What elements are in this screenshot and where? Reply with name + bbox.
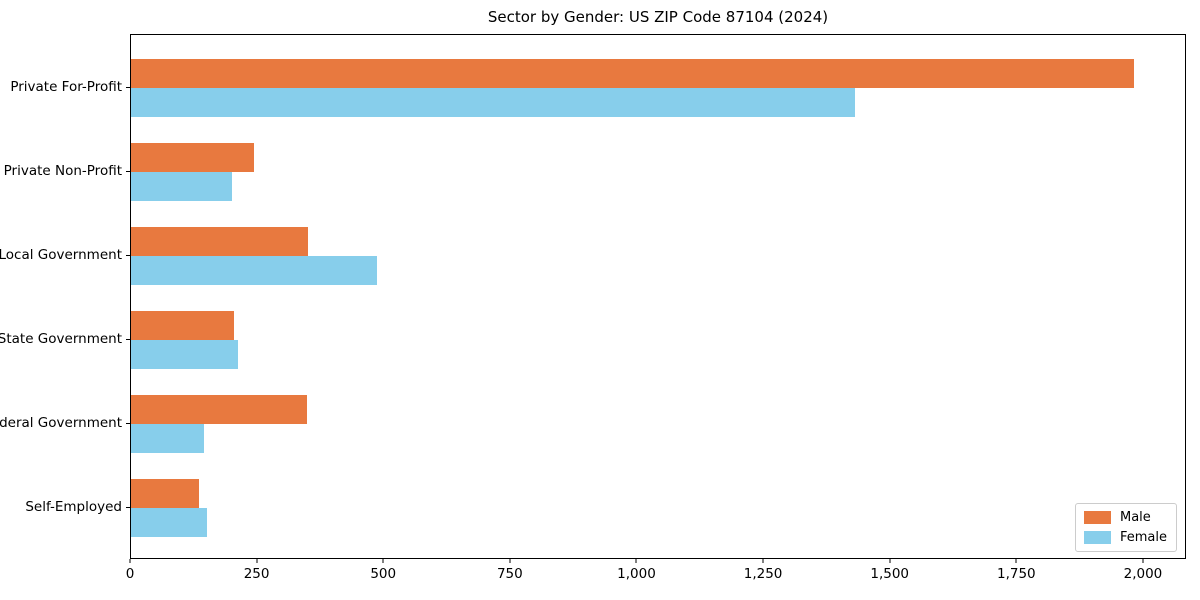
y-label-federal-government: Federal Government [0,415,122,431]
x-tick-label-1750: 1,750 [997,566,1036,582]
x-tick-500 [382,559,384,563]
bar-female-self-employed [131,508,208,537]
female-swatch-icon [1083,531,1111,544]
x-tick-label-2000: 2,000 [1123,566,1163,582]
x-tick-1750 [1015,559,1017,563]
bar-female-local-government [131,256,378,285]
bar-female-private-for-profit [131,88,856,117]
bar-male-local-government [131,227,309,256]
x-tick-1500 [889,559,891,563]
x-tick-label-1000: 1,000 [617,566,656,582]
bar-group-self-employed [131,479,1185,537]
x-tick-1000 [635,559,637,563]
x-tick-0 [129,559,131,563]
legend: Male Female [1074,503,1177,552]
x-tick-label-1500: 1,500 [870,566,910,582]
y-label-private-non-profit: Private Non-Profit [3,163,122,179]
y-tick-self-employed [126,507,130,508]
bar-group-private-for-profit [131,59,1185,117]
chart-title: Sector by Gender: US ZIP Code 87104 (202… [487,8,829,26]
x-tick-label-1250: 1,250 [743,566,783,582]
x-tick-label-250: 250 [243,566,270,582]
y-label-private-for-profit: Private For-Profit [10,79,122,95]
bar-female-federal-government [131,424,204,453]
bar-group-local-government [131,227,1185,285]
y-tick-federal-government [126,423,130,424]
bar-male-state-government [131,311,234,340]
legend-label-female: Female [1119,530,1167,545]
y-tick-local-government [126,255,130,256]
y-tick-private-for-profit [126,87,130,88]
y-tick-private-non-profit [126,171,130,172]
y-label-state-government: State Government [0,331,122,347]
bar-group-state-government [131,311,1185,369]
bar-male-self-employed [131,479,199,508]
legend-item-male: Male [1083,510,1167,525]
bar-group-private-non-profit [131,143,1185,201]
y-label-local-government: Local Government [0,247,122,263]
y-tick-state-government [126,339,130,340]
x-tick-1250 [762,559,764,563]
bar-male-federal-government [131,395,307,424]
x-axis: 0 250 500 750 1,000 1,250 1,500 1,750 2,000 [126,559,1186,589]
plot-area: Male Female [130,34,1186,559]
bar-male-private-for-profit [131,59,1134,88]
bar-female-state-government [131,340,238,369]
x-tick-2000 [1142,559,1144,563]
y-axis-labels: Private For-Profit Private Non-Profit Loca… [0,34,122,559]
bar-female-private-non-profit [131,172,232,201]
male-swatch-icon [1083,511,1111,524]
x-tick-label-750: 750 [496,566,523,582]
x-tick-250 [256,559,258,563]
x-tick-label-0: 0 [125,566,135,582]
x-tick-750 [509,559,511,563]
x-tick-label-500: 500 [370,566,397,582]
legend-item-female: Female [1083,530,1167,545]
bar-male-private-non-profit [131,143,255,172]
legend-label-male: Male [1119,510,1151,525]
bar-group-federal-government [131,395,1185,453]
y-label-self-employed: Self-Employed [25,499,122,515]
